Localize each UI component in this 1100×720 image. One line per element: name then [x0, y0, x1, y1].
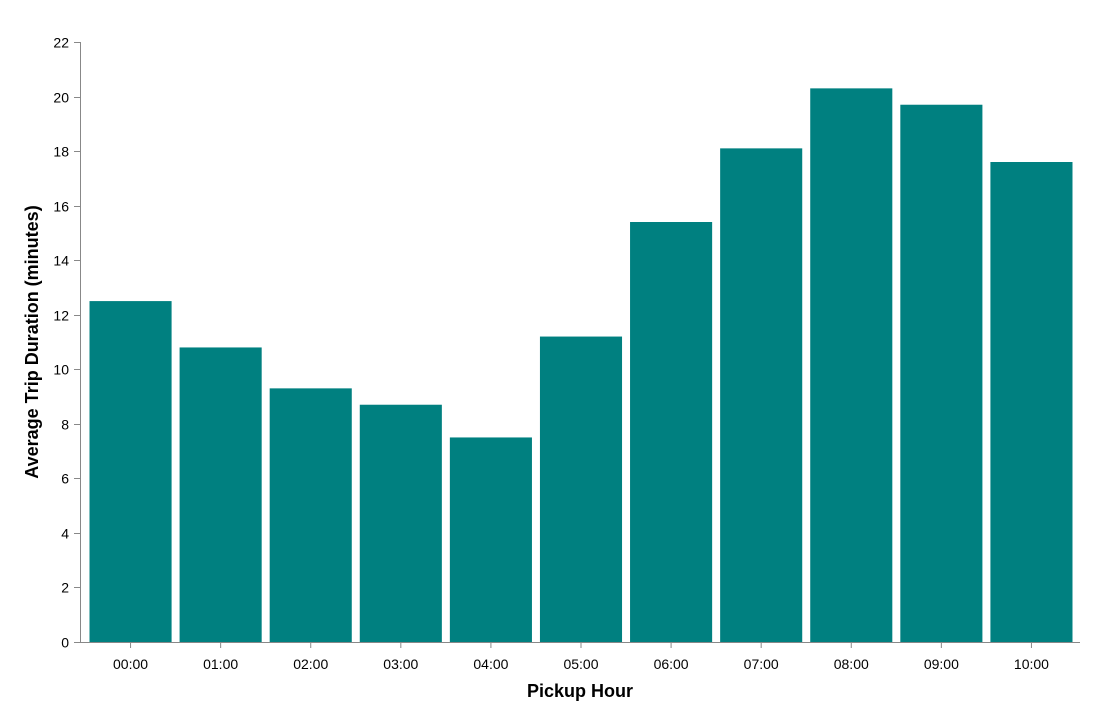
x-tick-label: 03:00 [383, 656, 418, 672]
y-tick-label: 14 [53, 253, 69, 269]
x-tick-label: 01:00 [203, 656, 238, 672]
bar-0600 [630, 222, 713, 642]
x-tick-label: 10:00 [1014, 656, 1049, 672]
bar-0400 [449, 437, 532, 642]
y-axis-title: Average Trip Duration (minutes) [22, 205, 42, 478]
x-tick-label: 02:00 [293, 656, 328, 672]
y-tick-label: 2 [61, 580, 69, 596]
x-tick-label: 04:00 [473, 656, 508, 672]
x-tick-label: 07:00 [744, 656, 779, 672]
bar-0700 [720, 148, 803, 643]
x-tick-label: 08:00 [834, 656, 869, 672]
y-tick-label: 8 [61, 417, 69, 433]
y-tick-label: 16 [53, 199, 69, 215]
x-tick-label: 00:00 [113, 656, 148, 672]
y-tick-label: 18 [53, 144, 69, 160]
y-tick-label: 22 [53, 35, 69, 51]
y-tick-label: 0 [61, 635, 69, 651]
bar-1000 [990, 162, 1073, 642]
y-tick-label: 10 [53, 362, 69, 378]
bar-0500 [539, 336, 623, 642]
x-tick-label: 06:00 [654, 656, 689, 672]
bar-0300 [359, 404, 442, 642]
bar-0800 [810, 88, 893, 643]
y-tick-label: 20 [53, 90, 69, 106]
bar-0200 [269, 388, 352, 642]
x-axis: 00:00 01:00 02:00 03:00 04:00 05:00 06:00 07:00… [80, 642, 1080, 672]
y-tick-label: 12 [53, 308, 69, 324]
bar-0000 [89, 301, 172, 642]
y-tick-label: 4 [61, 526, 69, 542]
bar-0900 [900, 104, 983, 643]
x-tick-label: 09:00 [924, 656, 959, 672]
y-tick-label: 6 [61, 471, 69, 487]
x-tick-label: 05:00 [563, 656, 598, 672]
bars-group [89, 88, 1073, 643]
bar-0100 [179, 347, 262, 642]
y-axis: 0 2 4 6 8 10 12 14 16 18 20 22 [53, 35, 81, 651]
x-axis-title: Pickup Hour [527, 681, 633, 701]
